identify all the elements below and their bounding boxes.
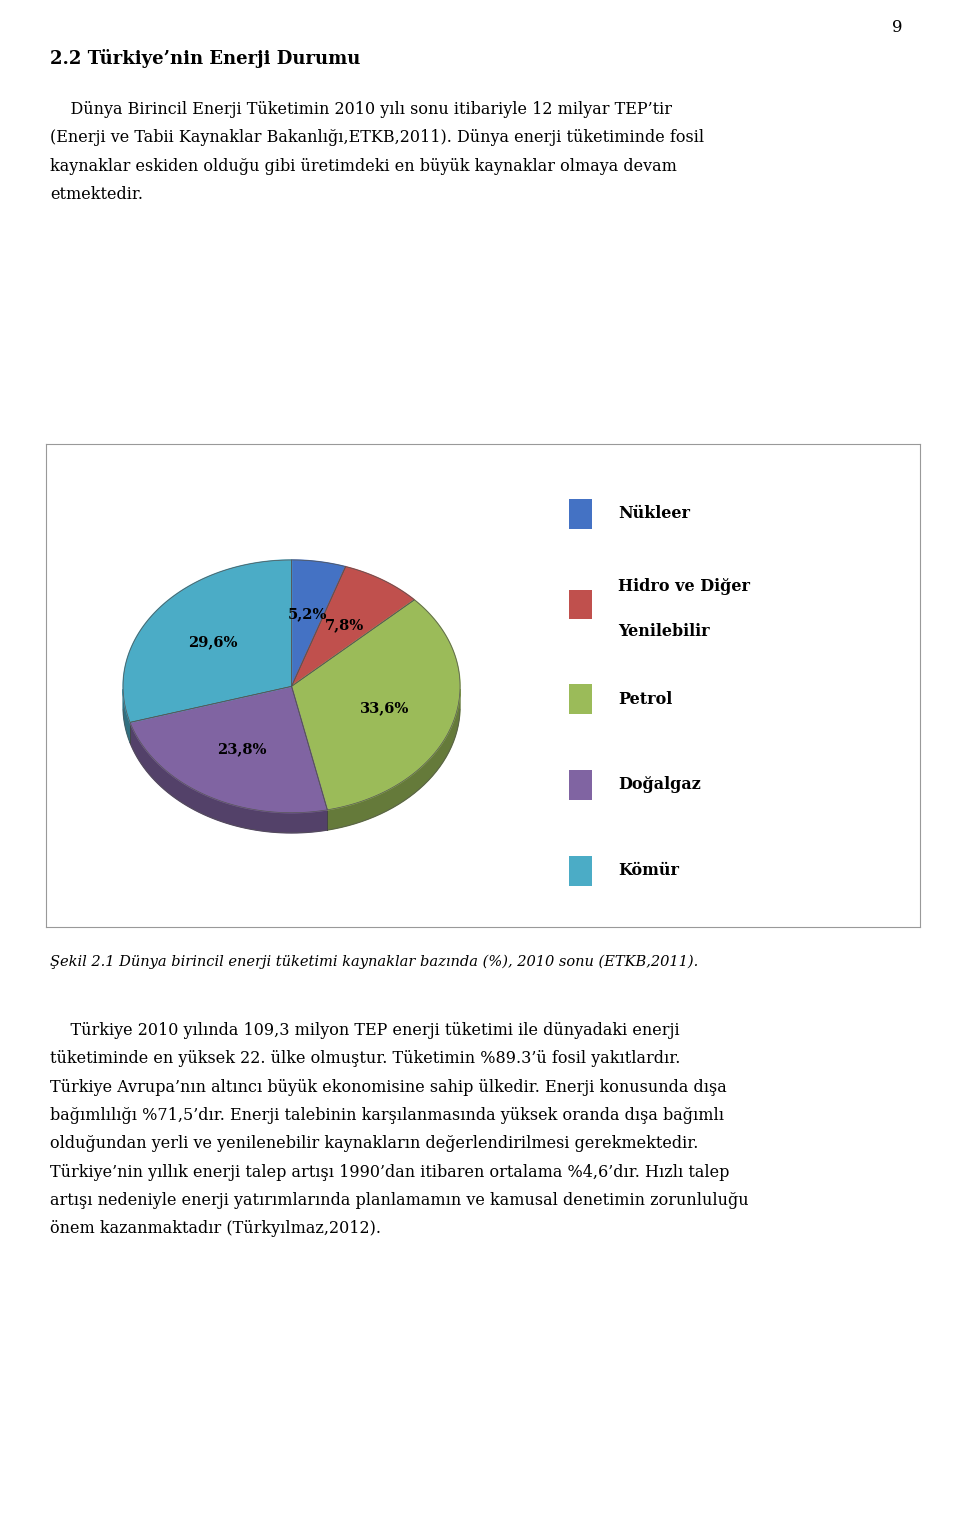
Text: 2.2 Türkiye’nin Enerji Durumu: 2.2 Türkiye’nin Enerji Durumu: [50, 49, 360, 67]
Text: artışı nedeniyle enerji yatırımlarında planlamamın ve kamusal denetimin zorunlul: artışı nedeniyle enerji yatırımlarında p…: [50, 1192, 749, 1209]
Text: (Enerji ve Tabii Kaynaklar Bakanlığı,ETKB,2011). Dünya enerji tüketiminde fosil: (Enerji ve Tabii Kaynaklar Bakanlığı,ETK…: [50, 129, 704, 147]
Text: bağımlılığı %71,5’dır. Enerji talebinin karşılanmasında yüksek oranda dışa bağım: bağımlılığı %71,5’dır. Enerji talebinin …: [50, 1106, 724, 1124]
Text: Nükleer: Nükleer: [618, 506, 690, 522]
Polygon shape: [292, 567, 415, 686]
Text: Kömür: Kömür: [618, 863, 680, 879]
Text: 23,8%: 23,8%: [217, 743, 267, 757]
Text: Doğalgaz: Doğalgaz: [618, 777, 701, 794]
Text: tüketiminde en yüksek 22. ülke olmuştur. Tüketimin %89.3’ü fosil yakıtlardır.: tüketiminde en yüksek 22. ülke olmuştur.…: [50, 1051, 681, 1068]
Text: 33,6%: 33,6%: [360, 702, 410, 715]
Text: 5,2%: 5,2%: [288, 607, 327, 620]
Polygon shape: [123, 561, 292, 723]
Bar: [569, 771, 592, 800]
Text: Dünya Birincil Enerji Tüketimin 2010 yılı sonu itibariyle 12 milyar TEP’tir: Dünya Birincil Enerji Tüketimin 2010 yıl…: [50, 101, 672, 118]
Text: Hidro ve Diğer: Hidro ve Diğer: [618, 578, 751, 594]
Text: 9: 9: [893, 18, 902, 37]
Text: 7,8%: 7,8%: [324, 617, 364, 631]
Text: Şekil 2.1 Dünya birincil enerji tüketimi kaynaklar bazında (%), 2010 sonu (ETKB,: Şekil 2.1 Dünya birincil enerji tüketimi…: [50, 954, 698, 968]
Bar: [569, 590, 592, 619]
Text: Türkiye 2010 yılında 109,3 milyon TEP enerji tüketimi ile dünyadaki enerji: Türkiye 2010 yılında 109,3 milyon TEP en…: [50, 1022, 680, 1039]
Bar: [569, 856, 592, 885]
Polygon shape: [292, 601, 460, 810]
Text: 29,6%: 29,6%: [188, 636, 238, 650]
Polygon shape: [130, 686, 327, 812]
Polygon shape: [292, 561, 346, 686]
Bar: [569, 685, 592, 714]
Text: Türkiye’nin yıllık enerji talep artışı 1990’dan itibaren ortalama %4,6’dır. Hızl: Türkiye’nin yıllık enerji talep artışı 1…: [50, 1164, 730, 1181]
Text: Yenilebilir: Yenilebilir: [618, 624, 709, 640]
Polygon shape: [130, 723, 327, 833]
Bar: [569, 499, 592, 529]
Text: etmektedir.: etmektedir.: [50, 185, 143, 204]
Text: Petrol: Petrol: [618, 691, 673, 708]
Polygon shape: [123, 689, 130, 743]
Text: olduğundan yerli ve yenilenebilir kaynakların değerlendirilmesi gerekmektedir.: olduğundan yerli ve yenilenebilir kaynak…: [50, 1135, 698, 1152]
Text: önem kazanmaktadır (Türkyılmaz,2012).: önem kazanmaktadır (Türkyılmaz,2012).: [50, 1219, 381, 1238]
Polygon shape: [327, 689, 460, 830]
Text: Türkiye Avrupa’nın altıncı büyük ekonomisine sahip ülkedir. Enerji konusunda dış: Türkiye Avrupa’nın altıncı büyük ekonomi…: [50, 1079, 727, 1095]
Text: kaynaklar eskiden olduğu gibi üretimdeki en büyük kaynaklar olmaya devam: kaynaklar eskiden olduğu gibi üretimdeki…: [50, 158, 677, 175]
